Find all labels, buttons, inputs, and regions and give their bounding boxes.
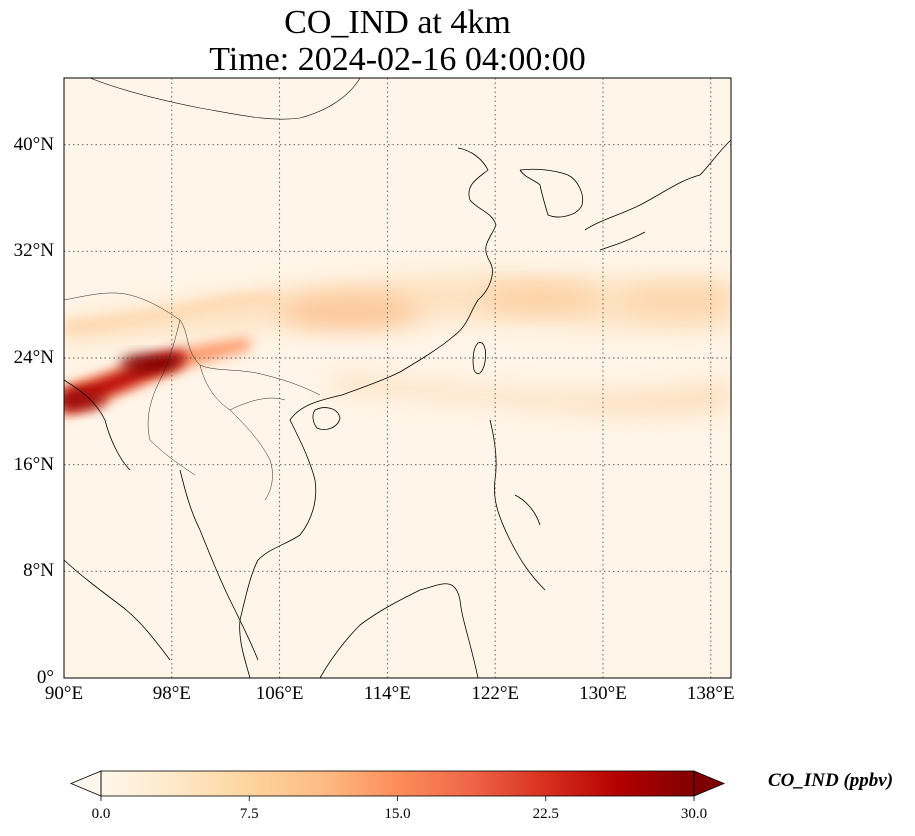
colorbar-label: CO_IND (ppbv) [768, 770, 894, 791]
map-frame [63, 77, 732, 679]
colorbar-tick-label: 22.5 [532, 806, 559, 822]
colorbar [69, 770, 726, 801]
lon-tick-label: 122°E [471, 683, 520, 704]
lon-tick-label: 106°E [255, 683, 304, 704]
map-subtitle-time: Time: 2024-02-16 04:00:00 [209, 41, 586, 78]
lat-tick-label: 24°N [13, 347, 54, 368]
lon-tick-label: 130°E [579, 683, 627, 704]
lon-tick-label: 98°E [152, 683, 191, 704]
colorbar-extend-min [69, 770, 102, 797]
colorbar-gradient [101, 771, 694, 796]
lon-tick-label: 90°E [44, 683, 84, 704]
coastlines [64, 78, 731, 678]
colorbar-tick-label: 15.0 [384, 806, 411, 822]
colorbar-tick-label: 0.0 [91, 806, 111, 822]
lat-tick-label: 0° [36, 667, 54, 688]
lat-tick-label: 8°N [23, 560, 54, 582]
colorbar-tick-label: 7.5 [239, 806, 259, 822]
lon-tick-label: 138°E [686, 683, 735, 704]
gridlines [64, 78, 731, 678]
lat-tick-label: 32°N [13, 240, 54, 262]
colorbar-extend-max [693, 770, 726, 797]
colorbar-tick-label: 30.0 [680, 806, 708, 822]
map-title: CO_IND at 4km [284, 4, 511, 41]
lat-tick-label: 16°N [13, 453, 54, 475]
lon-tick-label: 114°E [363, 683, 411, 704]
lat-tick-label: 40°N [13, 133, 54, 155]
concentration-field-background [64, 78, 731, 678]
country-borders [64, 292, 321, 501]
